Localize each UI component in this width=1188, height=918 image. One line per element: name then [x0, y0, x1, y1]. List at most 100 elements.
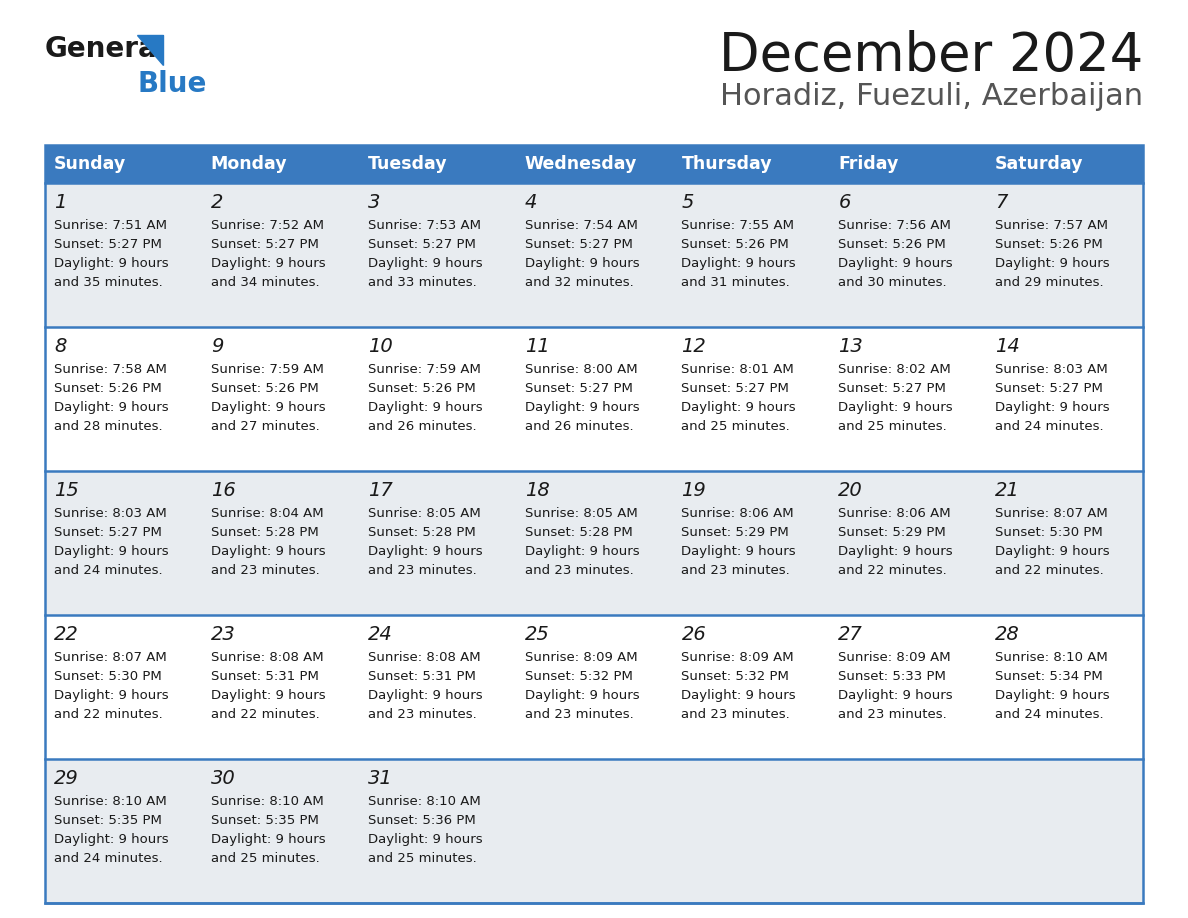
Text: and 23 minutes.: and 23 minutes.	[682, 708, 790, 721]
Text: Sunrise: 7:52 AM: Sunrise: 7:52 AM	[210, 219, 324, 232]
Text: Daylight: 9 hours: Daylight: 9 hours	[368, 401, 482, 414]
Text: Daylight: 9 hours: Daylight: 9 hours	[839, 689, 953, 702]
Text: Sunset: 5:27 PM: Sunset: 5:27 PM	[525, 238, 632, 251]
Text: and 24 minutes.: and 24 minutes.	[996, 708, 1104, 721]
Bar	[672, 145, 829, 183]
Text: Sunrise: 8:10 AM: Sunrise: 8:10 AM	[53, 795, 166, 808]
Text: Sunday: Sunday	[53, 155, 126, 173]
Text: Sunset: 5:34 PM: Sunset: 5:34 PM	[996, 670, 1102, 683]
Text: 1: 1	[53, 193, 67, 212]
Text: and 32 minutes.: and 32 minutes.	[525, 276, 633, 289]
Text: Sunset: 5:35 PM: Sunset: 5:35 PM	[210, 814, 318, 827]
Text: Daylight: 9 hours: Daylight: 9 hours	[525, 401, 639, 414]
Text: and 31 minutes.: and 31 minutes.	[682, 276, 790, 289]
Text: Monday: Monday	[210, 155, 287, 173]
Text: Daylight: 9 hours: Daylight: 9 hours	[210, 257, 326, 270]
Text: Daylight: 9 hours: Daylight: 9 hours	[525, 689, 639, 702]
Text: Daylight: 9 hours: Daylight: 9 hours	[53, 257, 169, 270]
Text: 29: 29	[53, 769, 78, 788]
Bar	[516, 615, 672, 759]
Text: Sunrise: 8:09 AM: Sunrise: 8:09 AM	[839, 651, 950, 664]
Text: and 23 minutes.: and 23 minutes.	[368, 708, 476, 721]
Text: and 24 minutes.: and 24 minutes.	[996, 420, 1104, 433]
Text: Sunset: 5:35 PM: Sunset: 5:35 PM	[53, 814, 162, 827]
Text: and 30 minutes.: and 30 minutes.	[839, 276, 947, 289]
Text: Daylight: 9 hours: Daylight: 9 hours	[996, 401, 1110, 414]
Text: Sunrise: 7:59 AM: Sunrise: 7:59 AM	[368, 363, 481, 376]
Bar	[45, 615, 202, 759]
Text: Sunset: 5:28 PM: Sunset: 5:28 PM	[210, 526, 318, 539]
Text: and 24 minutes.: and 24 minutes.	[53, 564, 163, 577]
Text: Daylight: 9 hours: Daylight: 9 hours	[682, 257, 796, 270]
Bar	[202, 759, 359, 903]
Text: 15: 15	[53, 481, 78, 500]
Text: December 2024: December 2024	[719, 30, 1143, 82]
Text: and 24 minutes.: and 24 minutes.	[53, 852, 163, 865]
Text: Daylight: 9 hours: Daylight: 9 hours	[839, 545, 953, 558]
Text: Sunset: 5:32 PM: Sunset: 5:32 PM	[682, 670, 789, 683]
Bar	[672, 615, 829, 759]
Text: 25: 25	[525, 625, 549, 644]
Text: 24: 24	[368, 625, 392, 644]
Text: Sunset: 5:26 PM: Sunset: 5:26 PM	[996, 238, 1102, 251]
Bar	[829, 759, 986, 903]
Text: Sunrise: 7:56 AM: Sunrise: 7:56 AM	[839, 219, 952, 232]
Bar	[516, 327, 672, 471]
Text: 14: 14	[996, 337, 1019, 356]
Bar	[986, 183, 1143, 327]
Text: Sunrise: 8:03 AM: Sunrise: 8:03 AM	[996, 363, 1108, 376]
Text: Sunset: 5:26 PM: Sunset: 5:26 PM	[368, 382, 475, 395]
Text: Wednesday: Wednesday	[525, 155, 637, 173]
Text: and 22 minutes.: and 22 minutes.	[996, 564, 1104, 577]
Text: Thursday: Thursday	[682, 155, 772, 173]
Text: and 22 minutes.: and 22 minutes.	[839, 564, 947, 577]
Text: 19: 19	[682, 481, 706, 500]
Text: Sunrise: 8:07 AM: Sunrise: 8:07 AM	[53, 651, 166, 664]
Text: Sunrise: 7:51 AM: Sunrise: 7:51 AM	[53, 219, 168, 232]
Text: Daylight: 9 hours: Daylight: 9 hours	[210, 833, 326, 846]
Text: Daylight: 9 hours: Daylight: 9 hours	[53, 833, 169, 846]
Text: Sunrise: 8:06 AM: Sunrise: 8:06 AM	[839, 507, 950, 520]
Bar	[202, 615, 359, 759]
Bar	[359, 615, 516, 759]
Text: Sunrise: 7:53 AM: Sunrise: 7:53 AM	[368, 219, 481, 232]
Text: Daylight: 9 hours: Daylight: 9 hours	[368, 689, 482, 702]
Text: Daylight: 9 hours: Daylight: 9 hours	[996, 257, 1110, 270]
Bar	[986, 615, 1143, 759]
Text: Sunrise: 8:02 AM: Sunrise: 8:02 AM	[839, 363, 952, 376]
Bar	[359, 471, 516, 615]
Text: Daylight: 9 hours: Daylight: 9 hours	[53, 689, 169, 702]
Bar	[829, 471, 986, 615]
Text: Sunrise: 7:59 AM: Sunrise: 7:59 AM	[210, 363, 324, 376]
Text: Sunset: 5:26 PM: Sunset: 5:26 PM	[839, 238, 946, 251]
Text: 10: 10	[368, 337, 392, 356]
Text: Sunset: 5:27 PM: Sunset: 5:27 PM	[53, 526, 162, 539]
Text: Daylight: 9 hours: Daylight: 9 hours	[839, 401, 953, 414]
Bar	[829, 615, 986, 759]
Bar	[672, 759, 829, 903]
Text: and 26 minutes.: and 26 minutes.	[368, 420, 476, 433]
Text: 22: 22	[53, 625, 78, 644]
Text: Sunrise: 7:58 AM: Sunrise: 7:58 AM	[53, 363, 166, 376]
Text: 30: 30	[210, 769, 235, 788]
Bar	[359, 759, 516, 903]
Text: and 23 minutes.: and 23 minutes.	[839, 708, 947, 721]
Text: Daylight: 9 hours: Daylight: 9 hours	[53, 401, 169, 414]
Text: and 23 minutes.: and 23 minutes.	[210, 564, 320, 577]
Text: Daylight: 9 hours: Daylight: 9 hours	[682, 689, 796, 702]
Text: and 33 minutes.: and 33 minutes.	[368, 276, 476, 289]
Text: Sunset: 5:30 PM: Sunset: 5:30 PM	[53, 670, 162, 683]
Text: 21: 21	[996, 481, 1019, 500]
Text: Sunrise: 8:05 AM: Sunrise: 8:05 AM	[525, 507, 637, 520]
Text: Daylight: 9 hours: Daylight: 9 hours	[210, 401, 326, 414]
Text: and 27 minutes.: and 27 minutes.	[210, 420, 320, 433]
Bar	[202, 183, 359, 327]
Text: and 26 minutes.: and 26 minutes.	[525, 420, 633, 433]
Text: Sunrise: 8:10 AM: Sunrise: 8:10 AM	[996, 651, 1108, 664]
Text: and 28 minutes.: and 28 minutes.	[53, 420, 163, 433]
Text: Blue: Blue	[137, 70, 207, 98]
Bar	[359, 183, 516, 327]
Text: Sunset: 5:26 PM: Sunset: 5:26 PM	[682, 238, 789, 251]
Bar	[986, 145, 1143, 183]
Text: Sunrise: 8:10 AM: Sunrise: 8:10 AM	[368, 795, 480, 808]
